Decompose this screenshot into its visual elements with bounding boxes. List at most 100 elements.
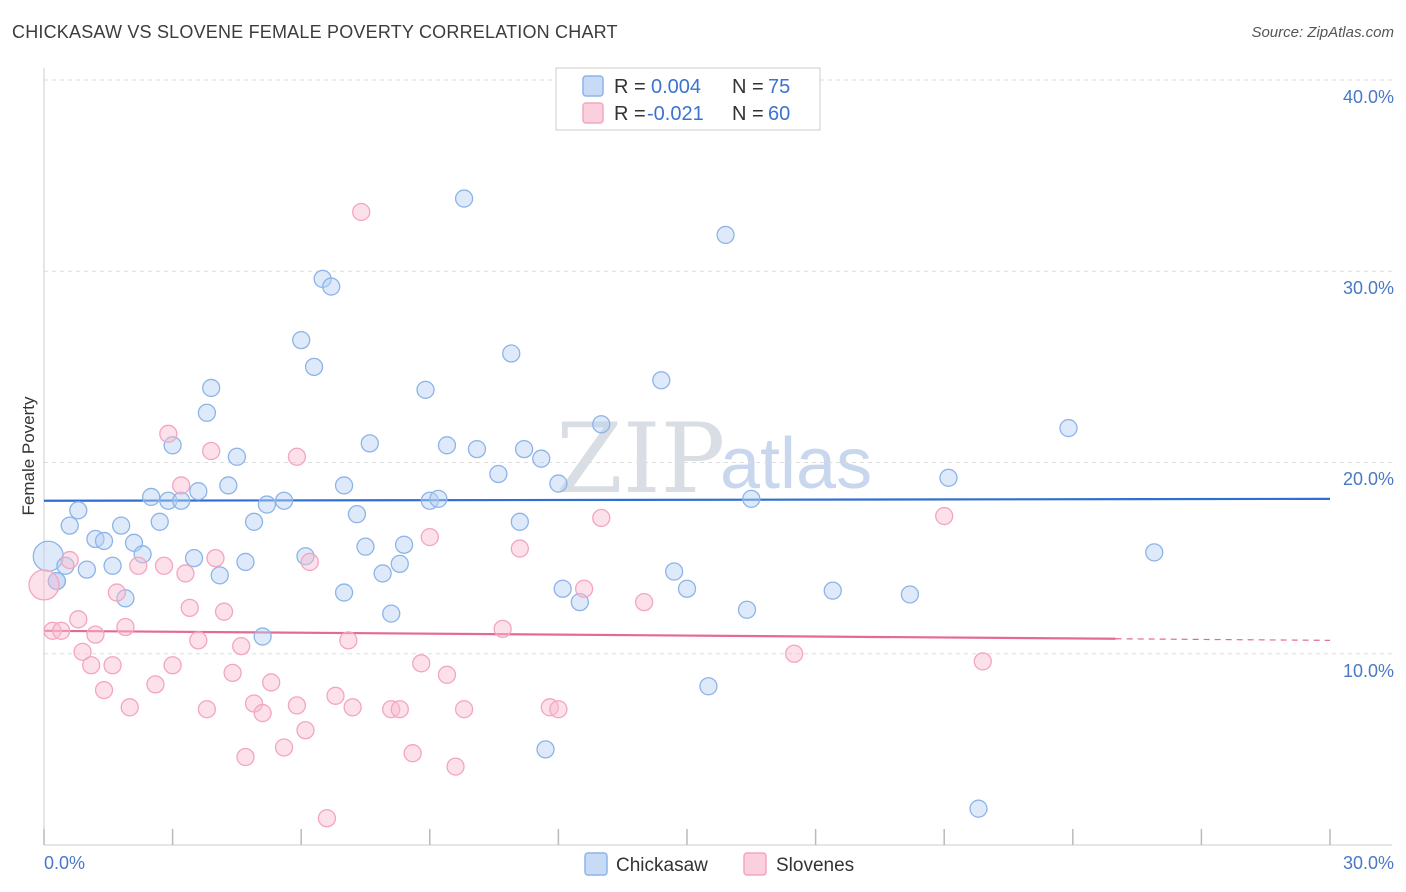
chickasaw-point [322, 277, 341, 296]
bottom-legend-label-slovenes: Slovenes [776, 855, 854, 876]
slovenes-point [339, 631, 358, 650]
correlation-legend: R = 0.004 N = 75 R = -0.021 N = 60 [555, 67, 821, 131]
slovenes-point [189, 631, 208, 650]
gridlines [44, 79, 1392, 655]
chickasaw-trend-line [43, 497, 1331, 502]
chickasaw-point [253, 627, 272, 646]
slovenes-point [232, 636, 251, 656]
legend-r-value-2: -0.021 [647, 103, 704, 125]
slovenes-point [352, 202, 371, 222]
data-points [28, 97, 1164, 828]
slovenes-point [592, 508, 611, 528]
slovenes-point [973, 652, 992, 671]
slovenes-point [493, 619, 512, 639]
slovenes-point [146, 675, 165, 694]
bottom-legend-swatch-chickasaw [584, 852, 608, 876]
slovenes-point [510, 539, 529, 558]
axes [43, 68, 1392, 846]
chickasaw-point [172, 491, 191, 510]
chickasaw-point [416, 380, 435, 399]
chickasaw-point [159, 491, 178, 510]
slovenes-point [785, 644, 804, 663]
slovenes-point [437, 665, 457, 684]
y-axis-title: Female Poverty [19, 396, 38, 516]
slovenes-point [28, 569, 60, 601]
chickasaw-point [103, 556, 122, 575]
chickasaw-point [1059, 418, 1078, 438]
chickasaw-point [257, 495, 277, 514]
chickasaw-point [94, 531, 114, 551]
slovenes-point [317, 809, 337, 828]
x-tick-label-max: 30.0% [1343, 853, 1394, 873]
legend-n-value-2: 60 [768, 103, 790, 125]
slovenes-point [197, 700, 217, 719]
slovenes-point [236, 747, 255, 767]
slovenes-point [94, 680, 114, 700]
watermark-atlas: atlas [720, 424, 872, 504]
chickasaw-point [823, 581, 842, 600]
chickasaw-point [699, 677, 718, 696]
watermark-zip: ZIP [556, 403, 725, 515]
slovenes-point [549, 700, 568, 719]
slovenes-point [51, 621, 71, 640]
legend-swatch-slovenes [582, 102, 604, 124]
chickasaw-point [969, 799, 988, 818]
y-tick-label-40: 40.0% [1343, 87, 1394, 107]
chickasaw-point [716, 225, 735, 245]
legend-r-value-1: 0.004 [651, 76, 701, 98]
chickasaw-point [69, 501, 88, 520]
slovenes-point [935, 506, 954, 526]
slovenes-point [403, 744, 422, 763]
chickasaw-point [532, 449, 551, 468]
legend-n-label-2: N = [732, 103, 764, 125]
chickasaw-point [184, 548, 204, 568]
chickasaw-point [467, 439, 487, 459]
chickasaw-point [390, 554, 409, 574]
slovenes-point [634, 592, 654, 612]
slovenes-point [454, 700, 474, 719]
slovenes-point [172, 476, 191, 495]
slovenes-point [176, 564, 195, 583]
chickasaw-point [536, 740, 555, 759]
chickasaw-point [1145, 543, 1164, 562]
slovenes-trend-line-extension [1115, 638, 1331, 641]
chickasaw-point [334, 476, 354, 495]
chickasaw-point [553, 579, 572, 598]
chickasaw-point [742, 489, 761, 508]
legend-n-label-1: N = [732, 76, 764, 98]
chickasaw-point [510, 512, 529, 531]
chickasaw-point [334, 583, 354, 602]
slovenes-point [129, 556, 148, 575]
chickasaw-point [274, 491, 294, 510]
chickasaw-point [189, 482, 208, 501]
chickasaw-point [592, 415, 611, 434]
chickasaw-point [60, 516, 79, 535]
bottom-legend-label-chickasaw: Chickasaw [616, 855, 708, 876]
slovenes-point [253, 703, 272, 723]
slovenes-point [206, 548, 225, 568]
series-legend: Chickasaw Slovenes [584, 852, 854, 876]
chickasaw-point [202, 378, 221, 398]
chickasaw-point [219, 476, 238, 495]
slovenes-point [274, 738, 294, 757]
y-tick-label-30: 30.0% [1343, 278, 1394, 298]
chickasaw-point [47, 571, 67, 591]
slovenes-point [60, 550, 79, 570]
chickasaw-point [150, 512, 169, 531]
slovenes-point [287, 696, 307, 715]
chickasaw-point [77, 560, 97, 579]
chart-title: CHICKASAW VS SLOVENE FEMALE POVERTY CORR… [12, 22, 618, 42]
slovenes-point [446, 757, 465, 776]
bottom-legend-swatch-slovenes [743, 852, 767, 876]
slovenes-point [202, 441, 221, 461]
chickasaw-point [244, 512, 264, 531]
slovenes-point [326, 686, 345, 705]
source-credit: Source: ZipAtlas.com [1251, 24, 1394, 41]
chickasaw-point [163, 436, 182, 455]
slovenes-point [107, 583, 127, 602]
slovenes-point [412, 654, 431, 673]
slovenes-point [420, 527, 439, 547]
chickasaw-point [514, 439, 534, 459]
slovenes-point [287, 447, 307, 466]
chickasaw-point [502, 344, 521, 363]
